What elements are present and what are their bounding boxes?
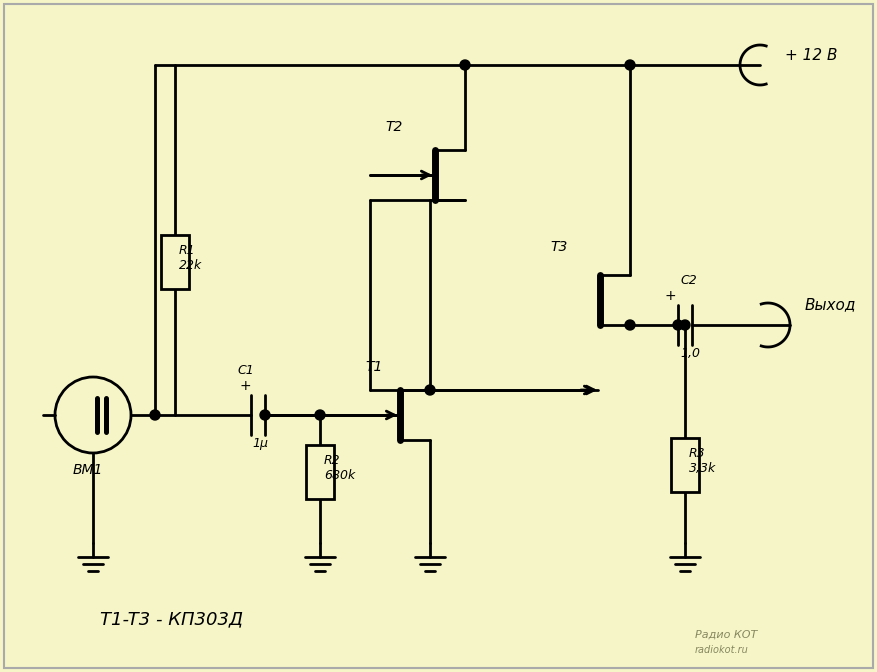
Text: + 12 В: + 12 В bbox=[785, 48, 838, 62]
Circle shape bbox=[315, 410, 325, 420]
Circle shape bbox=[150, 410, 160, 420]
Text: C2: C2 bbox=[680, 274, 696, 287]
Circle shape bbox=[673, 320, 683, 330]
FancyBboxPatch shape bbox=[161, 235, 189, 289]
Text: Радио КОТ: Радио КОТ bbox=[695, 630, 757, 640]
Circle shape bbox=[625, 320, 635, 330]
Text: R2
680k: R2 680k bbox=[324, 454, 355, 482]
Text: R1
22k: R1 22k bbox=[179, 244, 203, 272]
Text: 1μ: 1μ bbox=[252, 437, 268, 450]
FancyBboxPatch shape bbox=[306, 445, 334, 499]
Circle shape bbox=[680, 320, 690, 330]
Text: R3
3,3k: R3 3,3k bbox=[689, 447, 717, 475]
Text: T1: T1 bbox=[365, 360, 382, 374]
Text: T3: T3 bbox=[550, 240, 567, 254]
Text: 1,0: 1,0 bbox=[680, 347, 700, 360]
Text: +: + bbox=[665, 289, 676, 303]
Text: T2: T2 bbox=[385, 120, 403, 134]
Text: T1-T3 - КП303Д: T1-T3 - КП303Д bbox=[100, 610, 243, 628]
Text: +: + bbox=[239, 379, 251, 393]
Text: ВМ1: ВМ1 bbox=[73, 463, 103, 477]
Circle shape bbox=[425, 385, 435, 395]
Text: C1: C1 bbox=[238, 364, 254, 377]
Text: radiokot.ru: radiokot.ru bbox=[695, 645, 749, 655]
Circle shape bbox=[460, 60, 470, 70]
Circle shape bbox=[260, 410, 270, 420]
Circle shape bbox=[625, 60, 635, 70]
Text: Выход: Выход bbox=[805, 298, 856, 312]
FancyBboxPatch shape bbox=[671, 438, 699, 492]
